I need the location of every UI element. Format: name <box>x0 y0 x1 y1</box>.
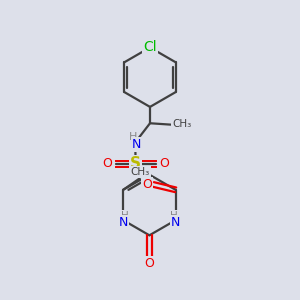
Text: O: O <box>102 158 112 170</box>
Text: S: S <box>130 157 141 172</box>
Text: O: O <box>142 178 152 191</box>
Text: N: N <box>132 138 141 151</box>
Text: H: H <box>129 132 137 142</box>
Text: H: H <box>121 211 129 221</box>
Text: Cl: Cl <box>143 40 157 55</box>
Text: H: H <box>170 211 178 221</box>
Text: CH₃: CH₃ <box>172 119 191 129</box>
Text: N: N <box>171 216 180 229</box>
Text: O: O <box>159 158 169 170</box>
Text: CH₃: CH₃ <box>130 167 150 177</box>
Text: N: N <box>118 216 128 229</box>
Text: O: O <box>145 257 154 270</box>
